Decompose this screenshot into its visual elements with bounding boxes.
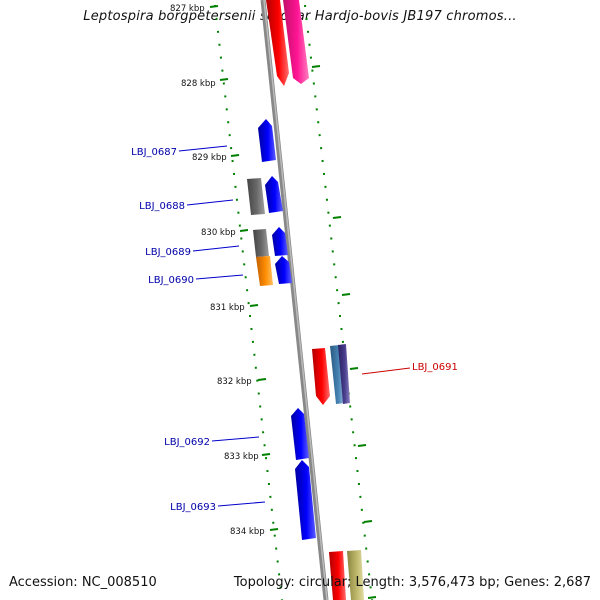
gene-block-orange[interactable]: [256, 256, 273, 286]
outer-tick-track: [304, 4, 373, 600]
gene-label-lbj-0692[interactable]: LBJ_0692: [164, 437, 210, 448]
kbp-label: 831 kbp: [210, 303, 245, 313]
major-ticks: [209, 5, 377, 599]
gene-block-steel[interactable]: [330, 345, 345, 404]
gene-arrow-blue[interactable]: [291, 408, 309, 460]
leader-line-red: [361, 367, 411, 375]
backbone-highlight: [263, 0, 328, 600]
gene-arrow-blue[interactable]: [258, 119, 276, 162]
backbone-line: [260, 0, 329, 600]
gene-label-lbj-0693[interactable]: LBJ_0693: [170, 502, 216, 513]
leader-lines: [178, 145, 266, 507]
gene-block-khaki[interactable]: [347, 550, 364, 600]
kbp-label: 834 kbp: [230, 527, 265, 537]
gene-block-red[interactable]: [266, 0, 289, 86]
gene-block-slate[interactable]: [338, 344, 350, 404]
gene-arrow-blue[interactable]: [272, 227, 288, 256]
gene-label-lbj-0687[interactable]: LBJ_0687: [131, 147, 177, 158]
kbp-label: 829 kbp: [192, 153, 227, 163]
accession-text: Accession: NC_008510: [9, 575, 157, 590]
gene-block-red[interactable]: [329, 551, 346, 600]
gene-arrow-red[interactable]: [312, 348, 330, 405]
gene-label-lbj-0689[interactable]: LBJ_0689: [145, 247, 191, 258]
gene-arrow-blue[interactable]: [295, 460, 316, 540]
inner-tick-track: [214, 4, 283, 600]
kbp-label: 832 kbp: [217, 377, 252, 387]
topology-text: Topology: circular; Length: 3,576,473 bp…: [233, 575, 591, 590]
gene-label-lbj-0688[interactable]: LBJ_0688: [139, 201, 185, 212]
kbp-label: 830 kbp: [201, 228, 236, 238]
kbp-label: 827 kbp: [170, 4, 205, 14]
gene-block-gray[interactable]: [253, 229, 269, 257]
kbp-label: 828 kbp: [181, 79, 216, 89]
gene-arrow-blue[interactable]: [265, 176, 283, 213]
gene-arrow-blue[interactable]: [275, 256, 292, 284]
gene-block-gray[interactable]: [247, 178, 265, 215]
gene-label-lbj-0690[interactable]: LBJ_0690: [148, 275, 194, 286]
gene-block-pink[interactable]: [283, 0, 309, 84]
gene-label-lbj-0691[interactable]: LBJ_0691: [412, 362, 458, 373]
kbp-label: 833 kbp: [224, 452, 259, 462]
